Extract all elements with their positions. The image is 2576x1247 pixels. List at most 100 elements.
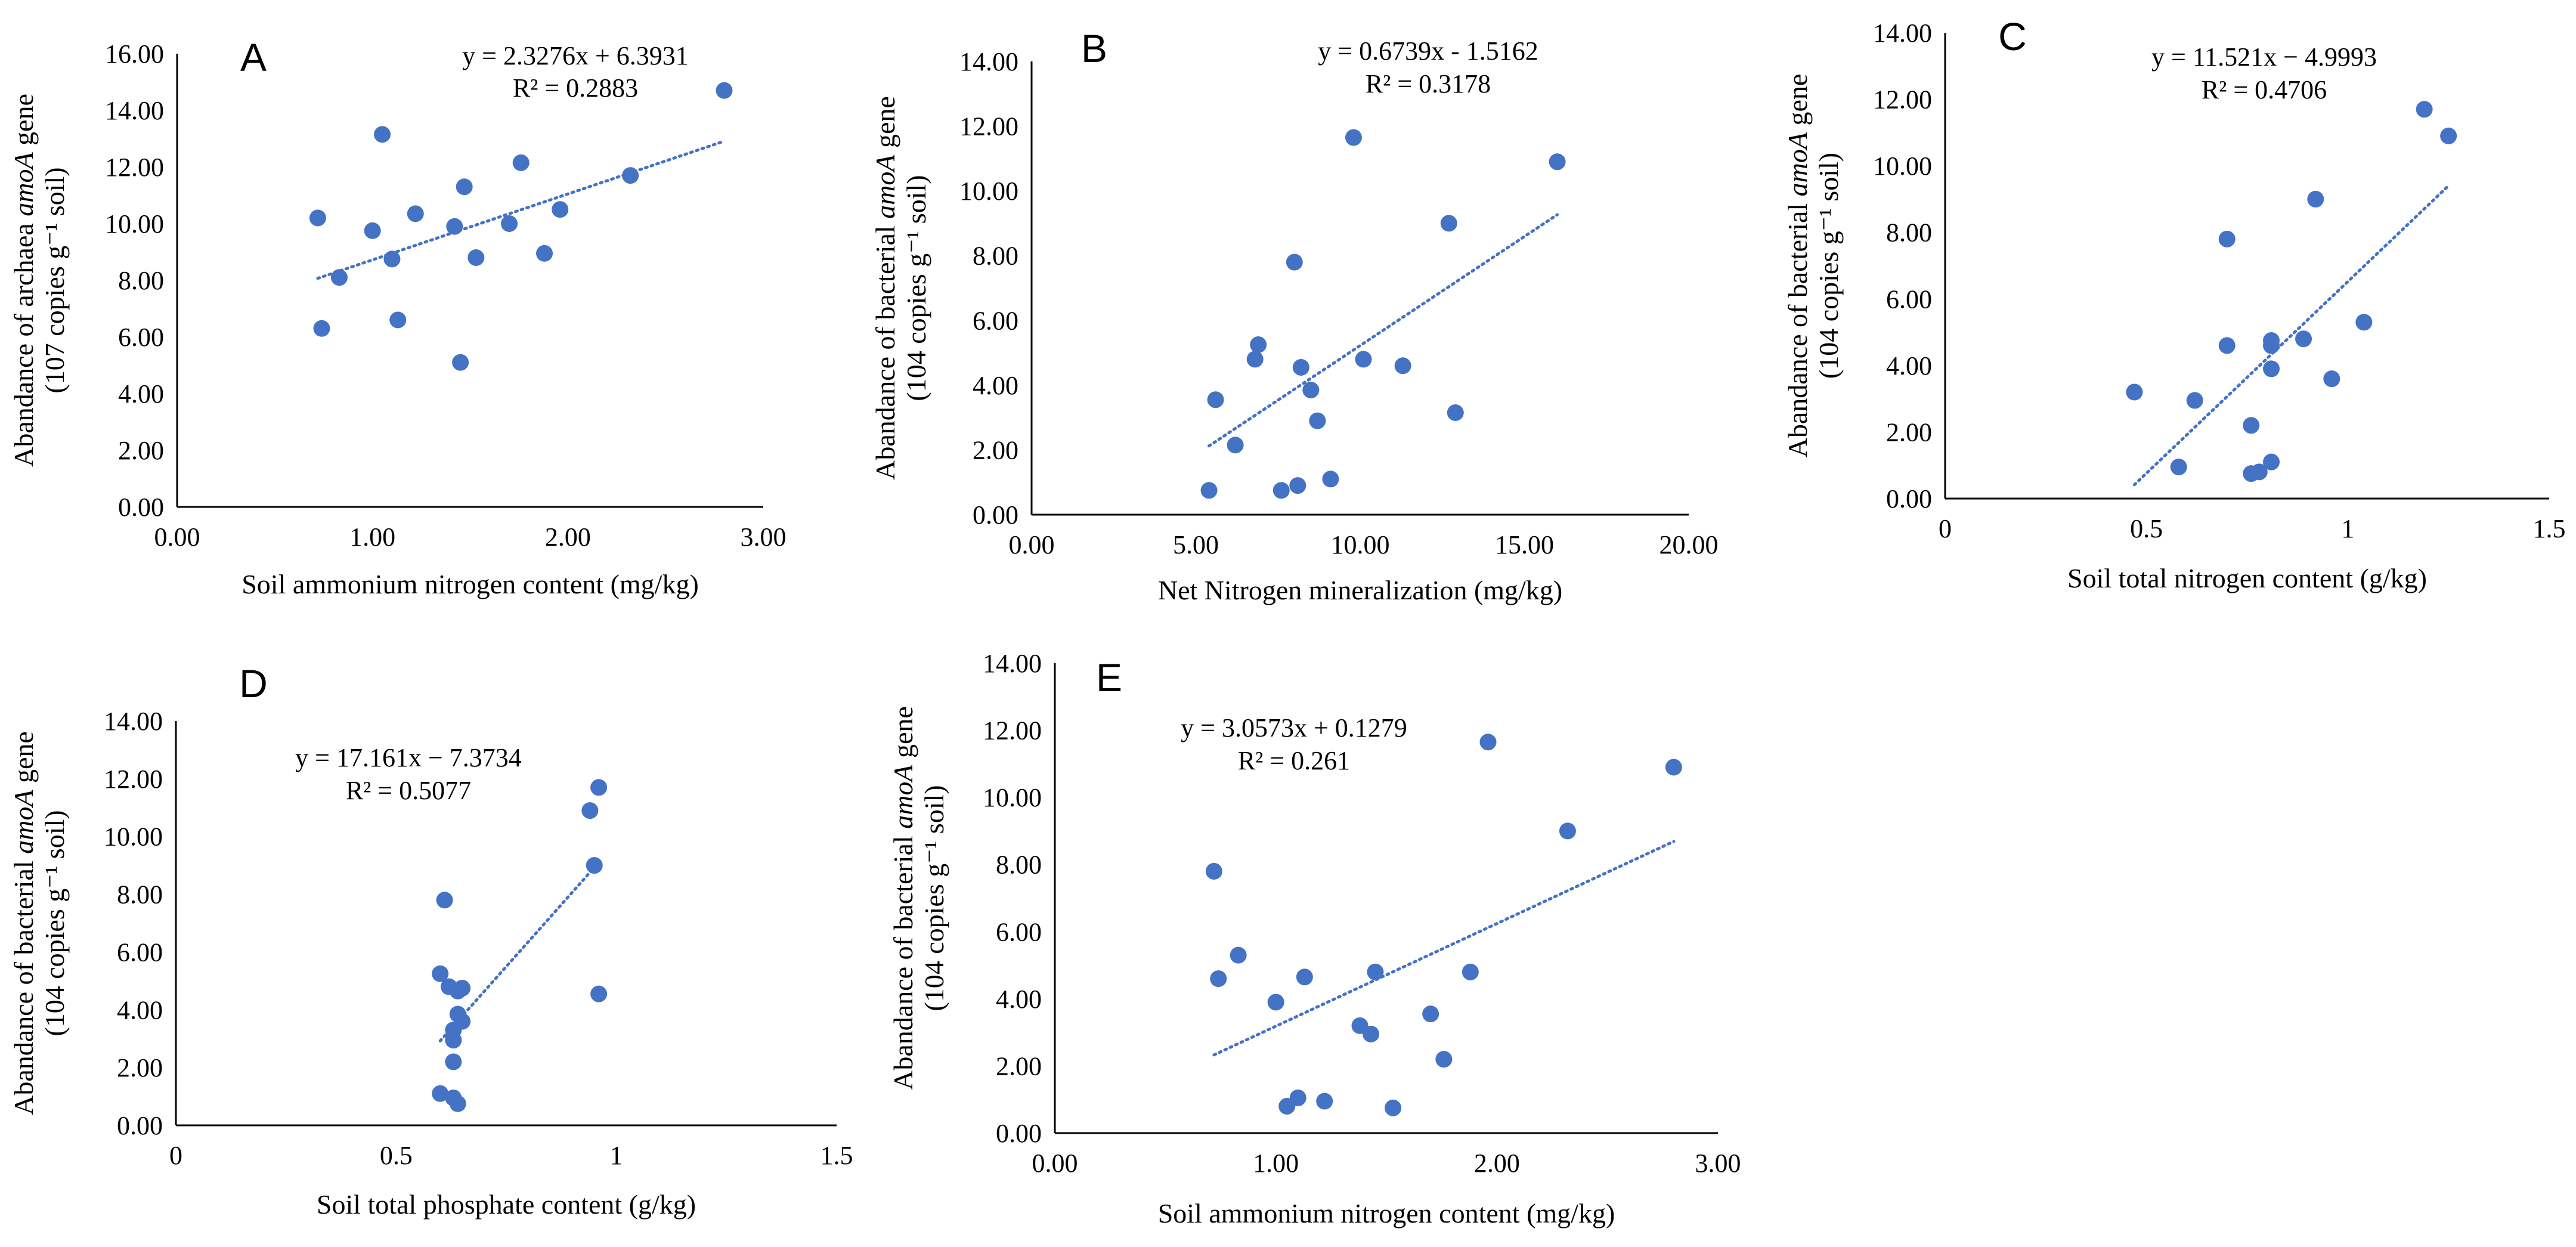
y-tick-label: 6.00 xyxy=(1886,284,1932,314)
panel-letter: B xyxy=(1081,26,1107,70)
panel-letter: C xyxy=(1998,14,2027,58)
data-point xyxy=(454,979,471,997)
data-point xyxy=(1316,1093,1333,1110)
chart-panel-c: 0.00 2.00 4.00 6.00 8.00 10.00 12.00 14.00 0 0.5 1… xyxy=(1782,14,2566,593)
data-point xyxy=(622,167,639,184)
data-point xyxy=(1210,970,1227,988)
data-point xyxy=(1367,963,1384,980)
regression-equation: y = 0.6739x - 1.5162 xyxy=(1318,36,1538,66)
data-point xyxy=(2263,360,2280,377)
y-tick-label: 8.00 xyxy=(1886,218,1932,247)
data-point xyxy=(374,126,391,143)
data-point xyxy=(1363,1025,1380,1042)
x-tick-label: 0.00 xyxy=(154,522,200,552)
y-tick-label: 12.00 xyxy=(983,716,1042,745)
regression-equation: y = 2.3276x + 6.3931 xyxy=(462,41,689,70)
r-squared-label: R² = 0.3178 xyxy=(1366,69,1491,98)
y-tick-label: 14.00 xyxy=(983,649,1042,678)
y-axis-title-line2: (104 copies g⁻¹ soil) xyxy=(919,785,949,1011)
x-tick-label: 2.00 xyxy=(1474,1149,1520,1178)
data-point xyxy=(1286,253,1303,271)
y-tick-label: 4.00 xyxy=(117,995,163,1025)
data-point xyxy=(2263,453,2280,471)
data-point xyxy=(1289,477,1306,494)
y-tick-label: 2.00 xyxy=(1886,417,1932,447)
x-tick-label: 1.00 xyxy=(349,522,395,552)
data-point xyxy=(2218,337,2236,354)
y-tick-label: 10.00 xyxy=(959,177,1018,206)
data-point xyxy=(1435,1051,1453,1068)
y-axis-title-line2: (104 copies g⁻¹ soil) xyxy=(39,810,70,1036)
data-point xyxy=(432,965,449,982)
y-tick-label: 8.00 xyxy=(973,242,1018,271)
data-point xyxy=(2243,417,2260,434)
x-tick-label: 0 xyxy=(1939,514,1952,543)
data-point xyxy=(2170,459,2187,476)
data-point xyxy=(586,857,603,874)
panel-letter: D xyxy=(239,661,268,706)
x-tick-label: 1 xyxy=(2341,514,2354,543)
y-axis-title-line1: Abandance of bacterial amoA gene xyxy=(870,96,900,480)
y-axis-title-line1: Abandance of archaea amoA gene xyxy=(8,94,39,467)
data-point xyxy=(2323,370,2340,388)
y-tick-label: 0.00 xyxy=(973,500,1018,530)
x-tick-label: 0.00 xyxy=(1032,1149,1078,1178)
y-tick-label: 0.00 xyxy=(117,1111,163,1140)
x-tick-label: 5.00 xyxy=(1173,530,1219,559)
y-tick-label: 0.00 xyxy=(996,1119,1042,1148)
x-tick-label: 1.5 xyxy=(2533,514,2566,543)
x-tick-label: 0.00 xyxy=(1009,530,1055,559)
y-tick-label: 14.00 xyxy=(104,707,163,736)
y-axis-title-line1: Abandance of bacterial amoA gene xyxy=(8,731,39,1115)
data-point xyxy=(2307,190,2324,208)
y-tick-label: 10.00 xyxy=(1873,151,1932,181)
y-axis-title-line2: (104 copies g⁻¹ soil) xyxy=(901,175,931,401)
x-tick-label: 20.00 xyxy=(1659,530,1719,559)
y-tick-label: 2.00 xyxy=(117,1053,163,1082)
data-point xyxy=(1440,215,1457,232)
y-tick-label: 2.00 xyxy=(118,436,164,465)
data-point xyxy=(1479,734,1497,751)
x-tick-label: 2.00 xyxy=(545,522,591,552)
y-tick-label: 10.00 xyxy=(983,783,1042,812)
data-point xyxy=(1207,391,1224,409)
data-point xyxy=(330,269,348,286)
data-point xyxy=(432,1085,449,1102)
data-point xyxy=(1227,437,1244,454)
y-tick-label: 6.00 xyxy=(117,937,163,967)
y-tick-label: 16.00 xyxy=(105,39,164,69)
x-tick-label: 1.00 xyxy=(1253,1149,1299,1178)
x-tick-label: 10.00 xyxy=(1331,530,1390,559)
r-squared-label: R² = 0.4706 xyxy=(2202,75,2327,104)
data-point xyxy=(1345,129,1362,146)
x-tick-label: 3.00 xyxy=(1695,1149,1741,1178)
x-axis-title: Soil ammonium nitrogen content (mg/kg) xyxy=(1158,1198,1615,1229)
data-point xyxy=(407,205,424,222)
y-tick-label: 8.00 xyxy=(117,880,163,909)
x-axis-title: Soil total phosphate content (g/kg) xyxy=(317,1189,696,1220)
y-tick-label: 0.00 xyxy=(1886,484,1932,513)
data-point xyxy=(1394,357,1411,375)
x-tick-label: 3.00 xyxy=(741,522,787,552)
data-point xyxy=(1322,471,1339,488)
r-squared-label: R² = 0.261 xyxy=(1238,746,1350,775)
y-tick-label: 12.00 xyxy=(1873,85,1932,115)
y-tick-label: 14.00 xyxy=(105,96,164,125)
data-point xyxy=(1296,968,1313,986)
y-tick-label: 8.00 xyxy=(996,850,1042,880)
data-point xyxy=(1665,759,1682,776)
y-tick-label: 14.00 xyxy=(959,47,1018,76)
data-point xyxy=(1289,1089,1306,1106)
data-point xyxy=(389,311,407,329)
data-point xyxy=(1267,994,1284,1011)
x-axis-title: Net Nitrogen mineralization (mg/kg) xyxy=(1158,575,1562,605)
data-point xyxy=(313,320,330,337)
data-point xyxy=(590,985,608,1002)
y-tick-label: 4.00 xyxy=(118,379,164,409)
x-tick-label: 1 xyxy=(610,1141,623,1170)
data-point xyxy=(1250,336,1267,353)
y-tick-label: 2.00 xyxy=(996,1051,1042,1081)
y-tick-label: 12.00 xyxy=(105,153,164,182)
data-point xyxy=(445,1053,462,1070)
